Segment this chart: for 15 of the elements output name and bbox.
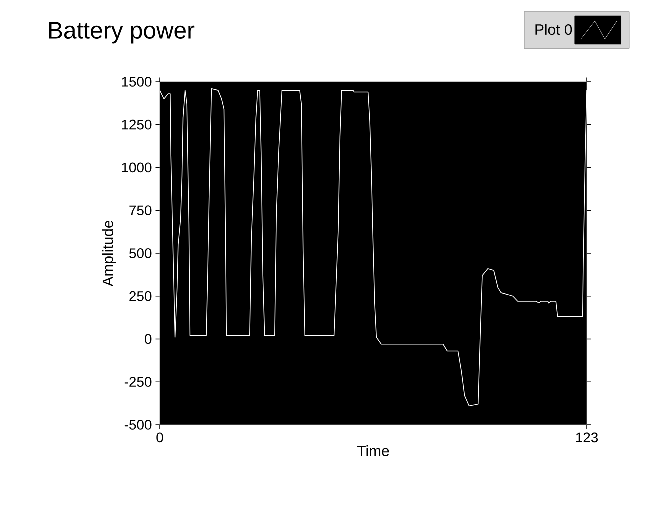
y-tick-label: 1000 <box>122 162 152 173</box>
y-tick-label: 500 <box>130 248 152 258</box>
y-axis-title: Amplitude <box>102 220 116 287</box>
y-tick-label: 1500 <box>122 77 152 87</box>
y-tick-label: 750 <box>130 206 152 216</box>
y-tick-label: -500 <box>124 420 152 430</box>
x-tick-label: 123 <box>576 432 598 443</box>
y-tick-label: 250 <box>130 291 152 302</box>
line-series <box>160 88 588 407</box>
x-axis-title: Time <box>358 445 390 456</box>
legend-label: Plot 0 <box>536 24 572 36</box>
y-tick-label: 1250 <box>122 120 152 130</box>
chart-title: Battery power <box>49 22 195 44</box>
y-tick-label: -250 <box>124 377 152 388</box>
y-tick-label: 0 <box>145 334 152 344</box>
